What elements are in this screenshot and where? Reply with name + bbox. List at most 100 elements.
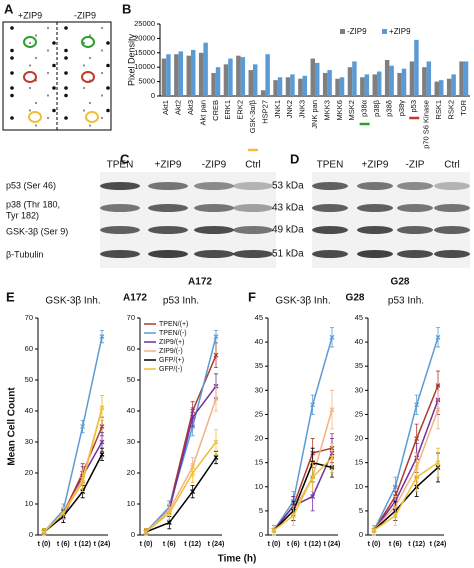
point-marker [310,493,316,499]
point-marker [414,474,420,480]
y-axis-label: Pixel Density [126,33,136,86]
x-tick-label: t (0) [38,541,51,548]
dot [106,86,110,90]
x-tick-label: t (24) [94,541,111,548]
dot [52,41,56,45]
bar [451,74,456,96]
blot-band [148,204,188,212]
y-tick-label: 0 [259,530,263,539]
dot [34,101,38,105]
series-line [373,409,439,531]
point-marker [41,529,47,535]
y-tick-label: 25 [355,409,363,418]
series-line [373,399,439,531]
x-tick-label: RSK1 [434,100,443,120]
point-marker [60,510,66,516]
bar [372,74,377,96]
y-tick-label: 20000 [134,33,155,42]
y-tick-label: 10 [25,499,33,508]
y-tick-label: 35 [355,361,363,370]
point-marker [310,474,316,480]
point-marker [213,352,219,358]
group-title: G28 [346,293,365,304]
point-marker [310,402,316,408]
series-line [145,441,217,533]
dot-highlight [85,111,99,123]
legend-label: GFP/(+) [159,357,184,364]
blot-band [233,226,273,234]
size-label: 53 kDa [272,181,304,192]
series-line [373,385,439,531]
blot-band [148,250,188,258]
y-tick-label: 15 [255,458,263,467]
x-tick-label: t (0) [268,541,281,548]
x-tick-label: JNK pan [310,100,319,129]
blot-band [434,250,470,258]
dot-blot-label: -ZIP9 [74,10,96,20]
bar [384,60,390,96]
x-axis-label: Time (h) [218,554,257,565]
x-tick-label: t (6) [287,541,300,548]
bar [459,61,464,96]
y-tick-label: 60 [25,344,33,353]
point-marker [190,414,196,420]
blot-band [194,204,234,212]
bar [426,61,432,96]
dot [88,124,92,127]
x-tick-label: p53 [409,100,418,113]
lane-label: +ZIP9 [155,160,182,171]
dot [106,41,110,45]
point-marker [290,513,296,519]
blot-band [100,182,140,190]
blot-band [434,204,470,212]
bar [273,80,278,96]
y-tick-label: 20 [255,434,263,443]
x-tick-label: t (24) [208,541,225,548]
dot-highlight [23,71,37,83]
chart-title: GSK-3β Inh. [275,296,330,307]
y-tick-label: 30 [25,437,33,446]
point-marker [99,439,105,445]
dot [106,108,110,113]
dot [10,116,14,120]
blot-band [312,182,348,190]
bar [228,58,233,96]
point-marker [213,334,219,340]
bar [178,51,184,96]
bar [186,55,191,96]
blot-band [312,226,348,234]
point-marker [99,334,105,340]
dot-highlight [23,36,37,48]
point-marker [414,436,420,441]
point-marker [414,402,420,408]
blot-band [100,204,140,212]
y-tick-label: 70 [127,313,135,322]
point-marker [271,527,277,533]
panel-letter: E [6,289,15,304]
panel-letter: F [248,289,256,304]
x-tick-label: t (12) [74,541,91,548]
point-marker [435,334,441,340]
dot-highlight [81,71,95,83]
point-marker [166,520,172,526]
y-tick-label: 10 [127,499,135,508]
x-tick-label: GSK-3α/β [248,99,257,133]
dot [82,86,86,90]
point-marker [166,510,172,516]
row-label: p38 (Thr 180, [6,199,60,209]
dot [100,26,104,30]
row-label: GSK-3β (Ser 9) [6,226,68,236]
x-tick-label: p38α [360,99,369,117]
dot-highlight [28,111,42,123]
dot [88,34,92,37]
x-tick-label: MSK2 [347,100,356,120]
blot-band [397,226,433,234]
x-tick-label: t (6) [163,541,176,548]
x-tick-label: t (6) [389,541,402,548]
lane-label: TPEN [317,160,344,171]
series-line [43,454,103,533]
x-tick-label: t (0) [140,541,153,548]
bar [215,67,221,96]
lane-label: Ctrl [444,160,460,171]
legend-label: +ZIP9 [389,27,411,36]
